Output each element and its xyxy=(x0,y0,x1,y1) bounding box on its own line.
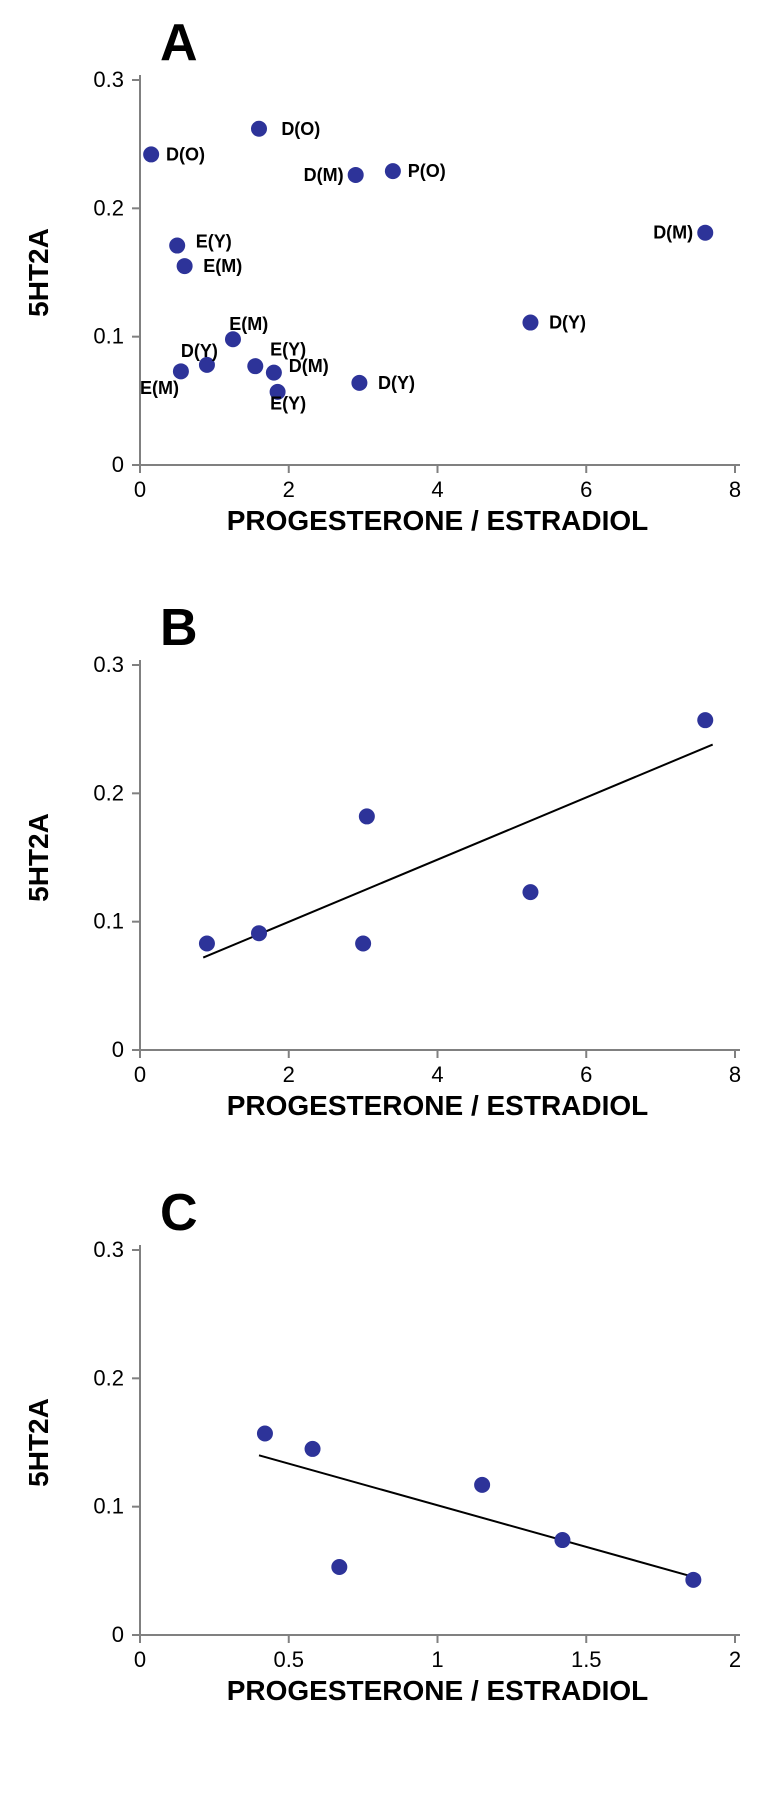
ytick-label: 0 xyxy=(112,1622,124,1647)
ytick-label: 0.1 xyxy=(93,1494,124,1519)
point-label: P(O) xyxy=(408,161,446,181)
ytick-label: 0 xyxy=(112,1037,124,1062)
ytick-label: 0 xyxy=(112,452,124,477)
chart-a-container: 0246800.10.20.3D(O)D(O)D(M)P(O)E(Y)E(M)D… xyxy=(10,20,772,575)
xtick-label: 8 xyxy=(729,1062,741,1087)
data-point xyxy=(351,375,367,391)
x-axis-label: PROGESTERONE / ESTRADIOL xyxy=(227,505,649,536)
point-label: E(Y) xyxy=(196,232,232,252)
y-axis-label: 5HT2A xyxy=(23,1398,54,1487)
point-label: E(M) xyxy=(140,378,179,398)
point-label: E(M) xyxy=(229,314,268,334)
data-point xyxy=(173,363,189,379)
ytick-label: 0.3 xyxy=(93,67,124,92)
data-point xyxy=(697,712,713,728)
y-axis-label: 5HT2A xyxy=(23,228,54,317)
chart-c-container: 0 0.5 1 1.5 2 0 0.1 0.2 0.3 PROGESTERONE / ESTRAD… xyxy=(10,1190,772,1745)
data-point xyxy=(474,1477,490,1493)
data-point xyxy=(331,1559,347,1575)
data-point xyxy=(247,358,263,374)
xtick-label: 2 xyxy=(283,477,295,502)
xtick-label: 0 xyxy=(134,1062,146,1087)
data-point xyxy=(522,315,538,331)
data-point xyxy=(177,258,193,274)
ytick-label: 0.1 xyxy=(93,909,124,934)
xtick-label: 2 xyxy=(729,1647,741,1672)
ytick-label: 0.3 xyxy=(93,652,124,677)
xtick-label: 0.5 xyxy=(273,1647,304,1672)
ytick-label: 0.3 xyxy=(93,1237,124,1262)
ytick-label: 0.2 xyxy=(93,1365,124,1390)
xtick-label: 2 xyxy=(283,1062,295,1087)
trend-line xyxy=(203,745,712,958)
xtick-label: 1 xyxy=(431,1647,443,1672)
data-point xyxy=(266,365,282,381)
point-label: D(O) xyxy=(281,119,320,139)
data-point xyxy=(348,167,364,183)
panel-label: A xyxy=(160,20,198,72)
point-label: D(M) xyxy=(653,223,693,243)
chart-c: 0 0.5 1 1.5 2 0 0.1 0.2 0.3 PROGESTERONE / ESTRAD… xyxy=(10,1190,770,1745)
trend-line xyxy=(259,1455,699,1578)
x-axis-label: PROGESTERONE / ESTRADIOL xyxy=(227,1090,649,1121)
data-point xyxy=(257,1426,273,1442)
data-point xyxy=(305,1441,321,1457)
data-point xyxy=(355,935,371,951)
point-label: E(M) xyxy=(203,256,242,276)
chart-b: 0 2 4 6 8 0 0.1 0.2 0.3 PROGESTERONE / ESTRADIOL 5… xyxy=(10,605,770,1160)
point-label: E(Y) xyxy=(270,393,306,413)
data-point xyxy=(697,225,713,241)
data-point xyxy=(251,925,267,941)
data-point xyxy=(251,121,267,137)
data-point xyxy=(522,884,538,900)
xtick-label: 4 xyxy=(431,1062,443,1087)
data-point xyxy=(685,1572,701,1588)
ytick-label: 0.2 xyxy=(93,780,124,805)
xtick-label: 0 xyxy=(134,477,146,502)
ytick-label: 0.1 xyxy=(93,324,124,349)
xtick-label: 0 xyxy=(134,1647,146,1672)
panel-label: B xyxy=(160,605,198,657)
ytick-label: 0.2 xyxy=(93,195,124,220)
xtick-label: 6 xyxy=(580,1062,592,1087)
point-label: D(Y) xyxy=(181,341,218,361)
xtick-label: 6 xyxy=(580,477,592,502)
data-point xyxy=(143,146,159,162)
chart-a: 0246800.10.20.3D(O)D(O)D(M)P(O)E(Y)E(M)D… xyxy=(10,20,770,575)
xtick-label: 8 xyxy=(729,477,741,502)
data-point xyxy=(359,808,375,824)
x-axis-label: PROGESTERONE / ESTRADIOL xyxy=(227,1675,649,1706)
data-point xyxy=(554,1532,570,1548)
y-axis-label: 5HT2A xyxy=(23,813,54,902)
point-label: D(Y) xyxy=(378,373,415,393)
point-label: D(M) xyxy=(289,356,329,376)
point-label: D(M) xyxy=(304,165,344,185)
chart-b-container: 0 2 4 6 8 0 0.1 0.2 0.3 PROGESTERONE / ESTRADIOL 5… xyxy=(10,605,772,1160)
point-label: D(O) xyxy=(166,144,205,164)
data-point xyxy=(385,163,401,179)
point-label: D(Y) xyxy=(549,313,586,333)
xtick-label: 1.5 xyxy=(571,1647,602,1672)
panel-label: C xyxy=(160,1190,198,1242)
data-point xyxy=(199,935,215,951)
data-point xyxy=(169,238,185,254)
xtick-label: 4 xyxy=(431,477,443,502)
